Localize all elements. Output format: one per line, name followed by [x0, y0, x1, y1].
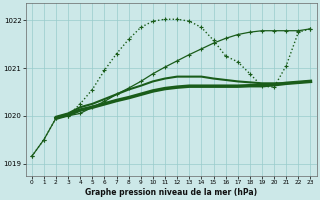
- X-axis label: Graphe pression niveau de la mer (hPa): Graphe pression niveau de la mer (hPa): [85, 188, 257, 197]
